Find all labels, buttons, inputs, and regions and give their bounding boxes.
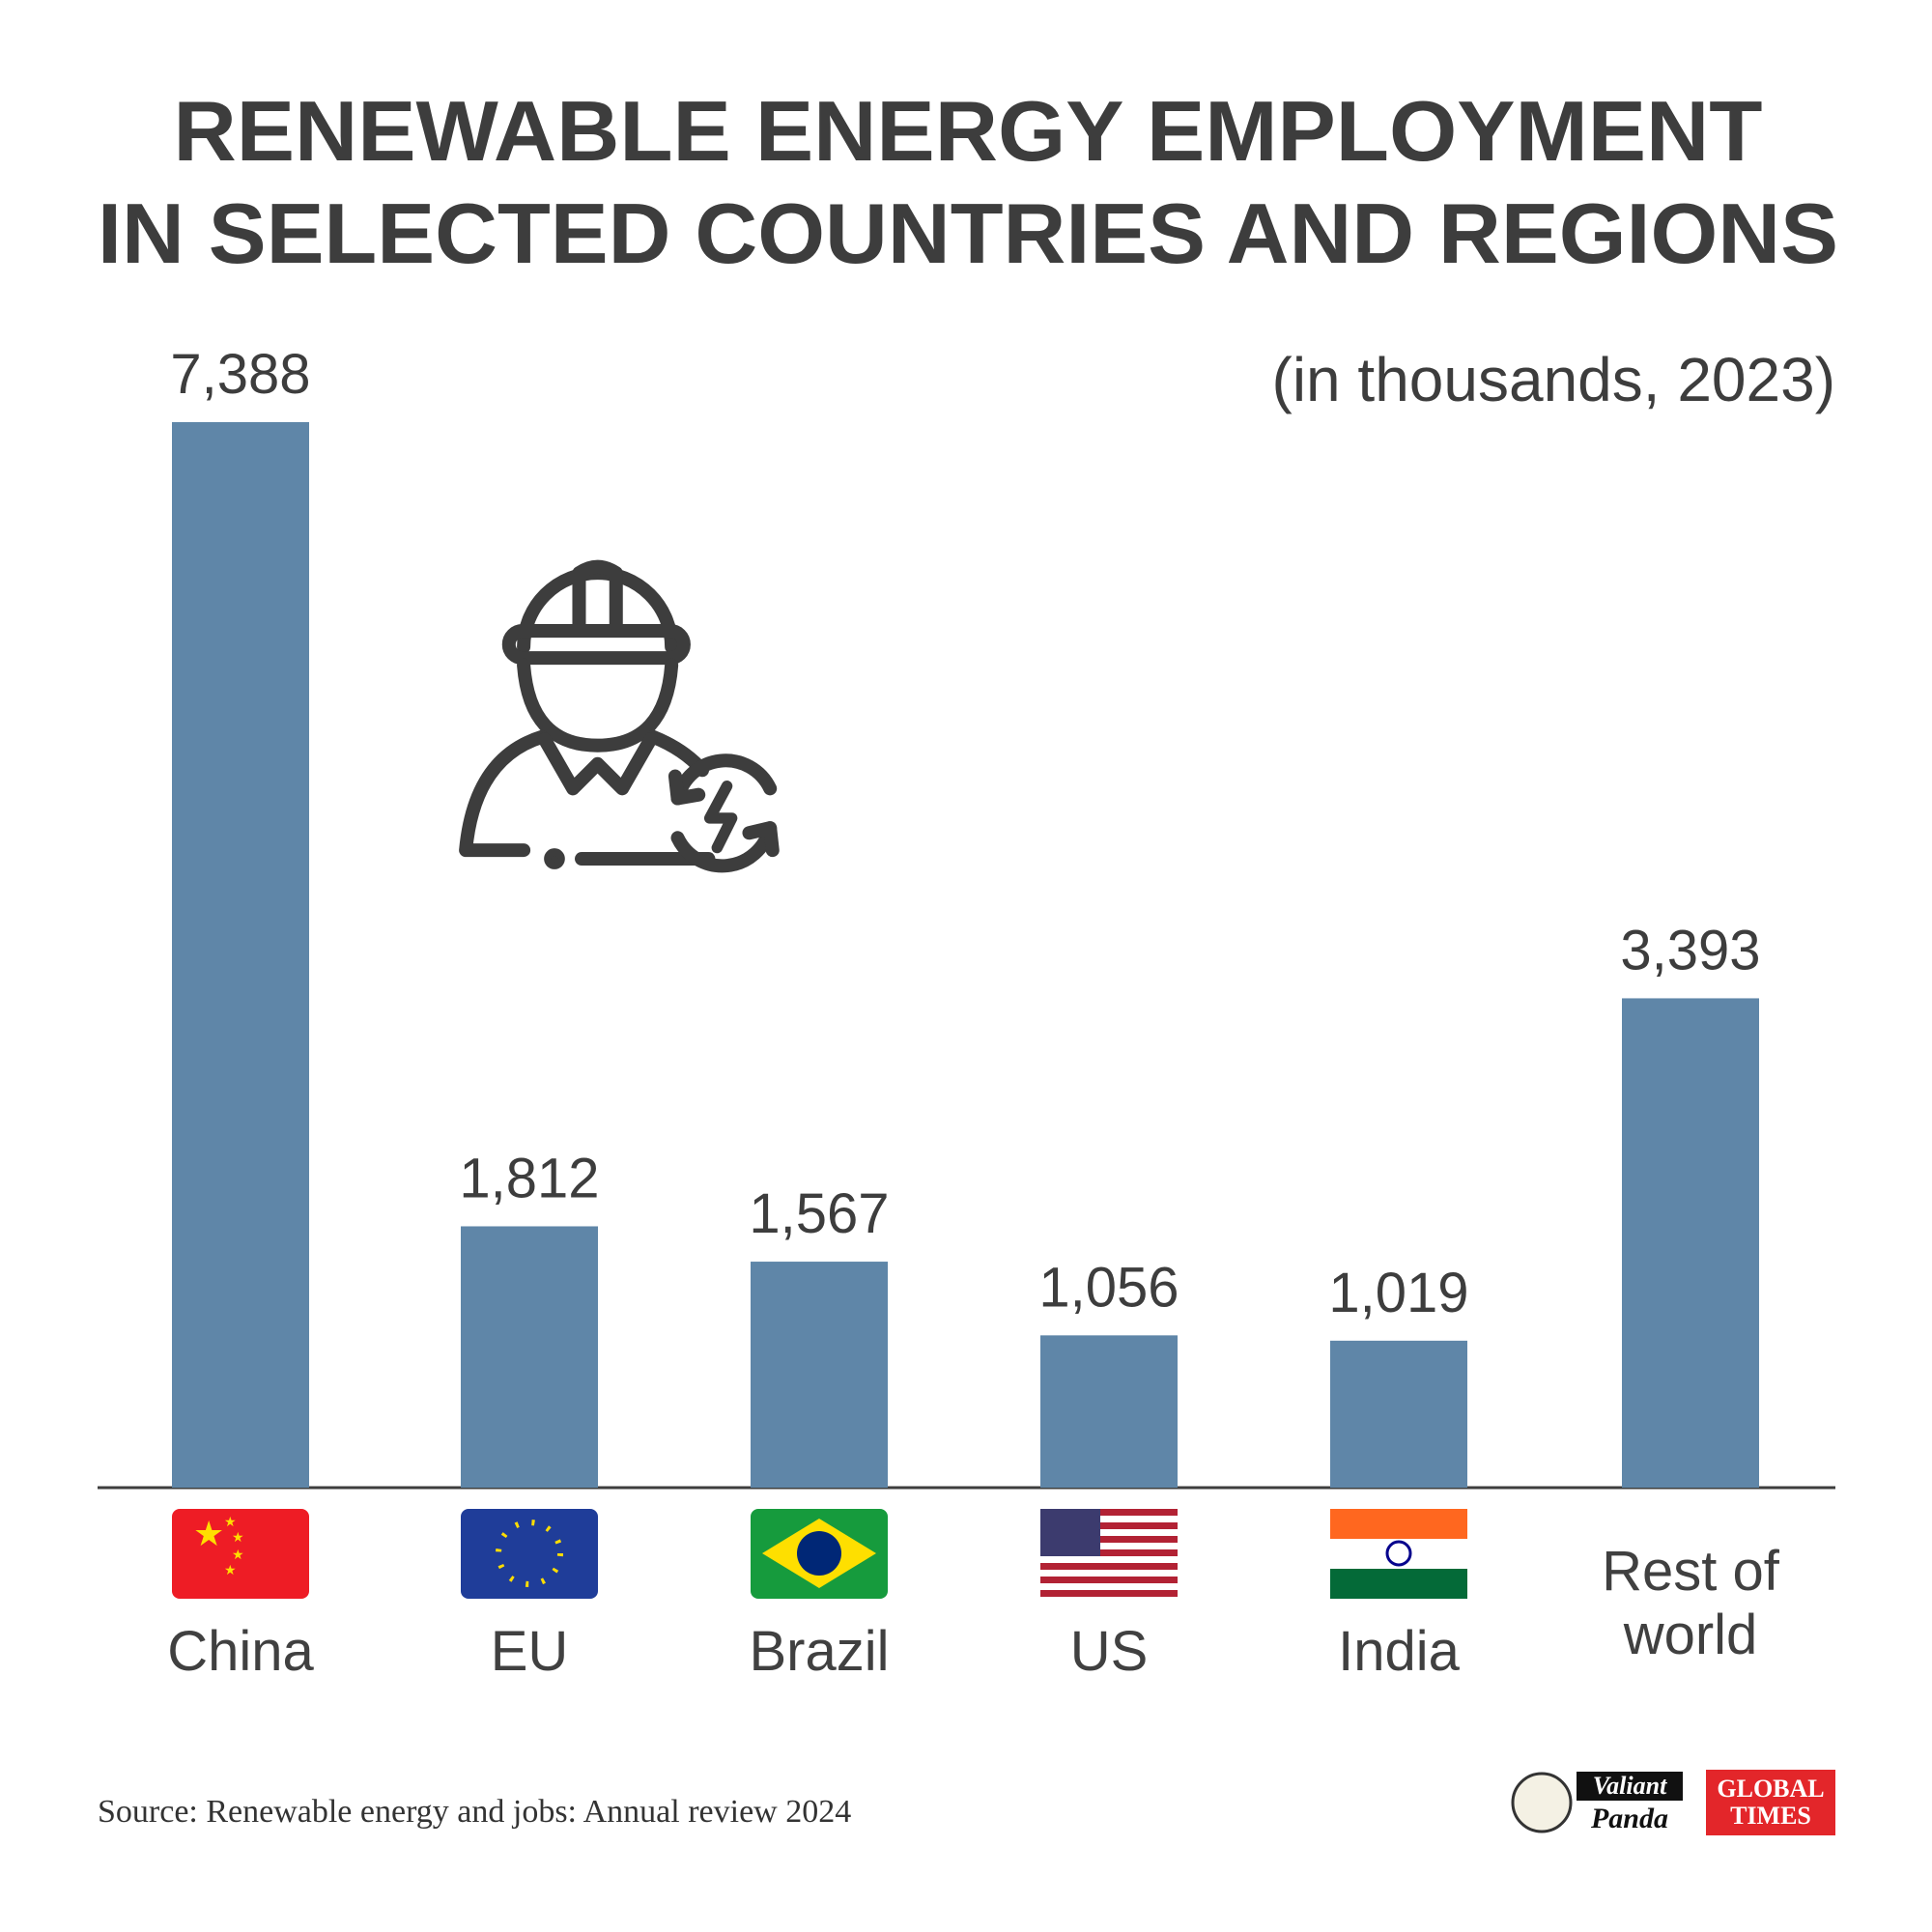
logo-text: Panda: [1590, 1803, 1668, 1834]
bar: [751, 1262, 888, 1488]
logo-valiant-panda: Valiant Panda: [1511, 1772, 1683, 1834]
chart-title: RENEWABLE ENERGY EMPLOYMENT: [174, 83, 1763, 179]
flag-us: [1040, 1509, 1178, 1599]
value-label: 1,812: [459, 1147, 599, 1209]
flag-eu: [461, 1509, 598, 1599]
x-tick-label: China: [167, 1620, 314, 1683]
value-label: 1,019: [1328, 1262, 1468, 1324]
logo-text: Valiant: [1593, 1772, 1667, 1800]
bar: [1040, 1335, 1178, 1488]
x-tick-label: Rest of world: [1602, 1540, 1779, 1666]
x-tick-label: India: [1338, 1620, 1460, 1683]
chart-subtitle: (in thousands, 2023): [1272, 345, 1836, 414]
value-label: 7,388: [170, 343, 310, 406]
flag-brazil: [751, 1509, 888, 1599]
flag-india: [1330, 1509, 1467, 1599]
flag-china: ★ ★ ★★★: [172, 1509, 309, 1599]
logo-global-times: GLOBAL TIMES: [1706, 1770, 1835, 1835]
x-tick-label: US: [1069, 1620, 1149, 1683]
svg-text:★: ★: [193, 1514, 224, 1553]
bar: [1330, 1340, 1467, 1488]
worker-icon: [459, 559, 780, 873]
svg-text:★: ★: [224, 1514, 237, 1529]
source: Source: Renewable energy and jobs: Annua…: [98, 1794, 851, 1830]
value-label: 1,056: [1038, 1256, 1179, 1319]
svg-text:★: ★: [232, 1547, 244, 1562]
logo-text: GLOBAL: [1717, 1775, 1824, 1803]
bar: [1622, 998, 1759, 1488]
x-tick-label: Brazil: [749, 1620, 890, 1683]
value-label: 3,393: [1620, 919, 1760, 981]
x-tick-label: EU: [490, 1620, 569, 1683]
chart-title: IN SELECTED COUNTRIES AND REGIONS: [98, 185, 1838, 281]
logo-text: TIMES: [1730, 1802, 1811, 1830]
svg-text:★: ★: [232, 1529, 244, 1545]
svg-text:★: ★: [224, 1562, 237, 1577]
bar: [172, 422, 309, 1488]
value-label: 1,567: [749, 1182, 889, 1245]
bar: [461, 1226, 598, 1488]
